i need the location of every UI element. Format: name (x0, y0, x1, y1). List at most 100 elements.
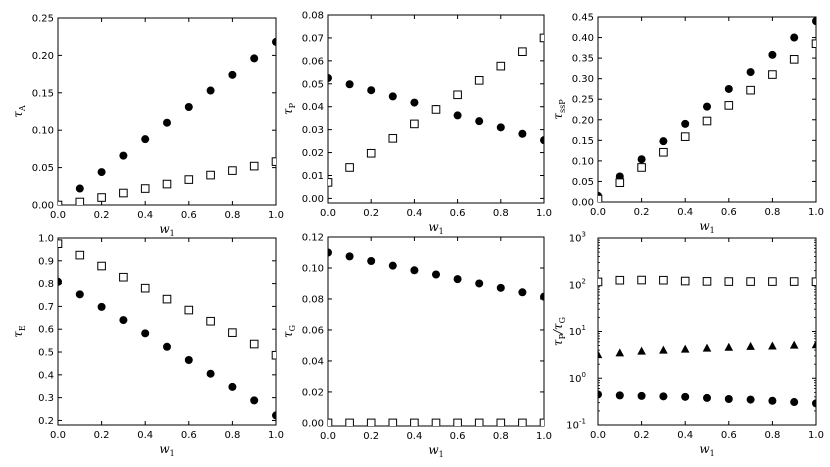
y-tick-label: 101 (569, 324, 586, 338)
y-tick-label: 0.01 (302, 171, 324, 182)
chart-panel-1: 0.0 0.2 0.4 0.6 0.8 1.0 0.00 0.05 0.10 0.15 0.20 0.… (11, 14, 284, 239)
tick-base: 10 (569, 280, 582, 291)
data-point-square (345, 418, 354, 426)
data-point-triangle (811, 340, 816, 349)
data-point-circle (812, 17, 816, 26)
data-point-circle (163, 118, 171, 127)
y-tick-label: 0.08 (302, 11, 324, 22)
data-point-square (431, 418, 441, 426)
data-point-square (539, 418, 544, 426)
data-point-circle (345, 80, 354, 89)
plot-frame (327, 236, 545, 427)
data-point-circle (659, 137, 668, 146)
data-point-square (659, 147, 668, 157)
data-point-square (789, 277, 799, 286)
y-tick-label: 0.10 (572, 156, 594, 167)
data-point-square (58, 239, 63, 249)
y-tick-label: 0.07 (302, 33, 324, 44)
label-subscript: G (288, 325, 297, 331)
data-point-circle (746, 68, 755, 77)
data-point-square (702, 116, 712, 126)
x-tick-label: 0.4 (137, 210, 153, 221)
data-point-square (97, 193, 106, 202)
x-tick-label: 0.2 (363, 208, 379, 219)
data-markers (598, 275, 816, 408)
y-tick-label: 0.06 (302, 56, 324, 67)
y-tick-label: 0.6 (38, 325, 54, 336)
y-tick-label: 0.05 (32, 163, 54, 174)
data-point-circle (496, 123, 505, 132)
data-point-circle (724, 394, 733, 403)
data-point-circle (75, 290, 84, 299)
y-tick-label: 0.00 (572, 198, 594, 209)
label-base: w (428, 220, 439, 234)
y-axis-label: τP/τG (551, 317, 567, 346)
label-subscript: 1 (439, 227, 444, 236)
x-tick-label: 0.6 (450, 208, 466, 219)
x-tick-label: 1.0 (808, 430, 824, 441)
x-tick-label: 1.0 (268, 210, 284, 221)
data-point-square (249, 339, 259, 349)
data-point-circle (432, 270, 440, 279)
data-point-square (228, 328, 237, 337)
label-subscript: 1 (170, 229, 175, 238)
tick-exponent: -1 (579, 418, 586, 426)
chart-panel-4: 0.0 0.2 0.4 0.6 0.8 1.0 0.2 0.3 0.4 0.5 0.6 0.7 0.8 0… (11, 234, 284, 459)
x-tick-label: 0.4 (677, 430, 693, 441)
y-tick-label: 0.25 (572, 95, 594, 106)
x-tick-label: 0.4 (137, 430, 153, 441)
tick-base: 10 (569, 327, 582, 338)
x-tick-label: 0.0 (50, 430, 66, 441)
data-point-square (249, 161, 259, 171)
plot-frame (597, 16, 817, 203)
data-point-circle (141, 329, 150, 338)
data-point-circle (790, 398, 799, 407)
data-point-square (680, 276, 690, 286)
data-point-square (598, 277, 603, 287)
tick-exponent: 1 (582, 324, 586, 332)
label-subscript: 1 (170, 449, 175, 458)
label-base: w (159, 442, 170, 456)
data-markers (58, 37, 276, 205)
data-point-circle (659, 392, 668, 401)
x-tick-label: 1.0 (808, 207, 824, 218)
data-point-triangle (789, 340, 799, 349)
data-point-circle (518, 288, 527, 297)
data-point-circle (496, 283, 505, 292)
data-point-square (746, 277, 755, 286)
y-tick-label: 0.9 (38, 256, 54, 267)
tick-base: 10 (566, 421, 579, 432)
data-point-circle (328, 74, 332, 83)
y-tick-label: 0.00 (302, 194, 324, 205)
data-point-circle (58, 277, 62, 286)
x-tick-label: 0.8 (224, 210, 240, 221)
y-tick-label: 0.04 (302, 356, 324, 367)
y-tick-label: 0.03 (302, 125, 324, 136)
data-point-square (162, 294, 172, 304)
data-point-square (811, 277, 816, 287)
x-tick-label: 0.0 (320, 431, 336, 442)
data-point-circle (540, 292, 544, 301)
data-point-square (474, 418, 484, 426)
label-subscript: 1 (710, 226, 715, 235)
data-point-triangle (746, 341, 755, 350)
y-tick-label: 0.04 (302, 102, 324, 113)
data-point-square (140, 283, 150, 293)
data-point-square (789, 55, 799, 64)
y-tick-label: 0.05 (572, 177, 594, 188)
x-tick-label: 0.6 (721, 207, 737, 218)
data-point-square (140, 184, 150, 193)
data-point-circle (475, 279, 484, 288)
data-point-circle (388, 92, 397, 101)
label-subscript: ssP (558, 99, 567, 113)
x-tick-label: 0.4 (406, 208, 422, 219)
data-point-circle (453, 275, 462, 284)
plot-frame (327, 14, 545, 204)
data-point-square (97, 261, 106, 271)
plot-frame (57, 237, 277, 426)
y-tick-label: 0.10 (302, 263, 324, 274)
x-tick-label: 0.2 (634, 207, 650, 218)
data-point-square (75, 197, 85, 205)
data-point-square (659, 275, 668, 285)
data-point-triangle (637, 346, 646, 355)
